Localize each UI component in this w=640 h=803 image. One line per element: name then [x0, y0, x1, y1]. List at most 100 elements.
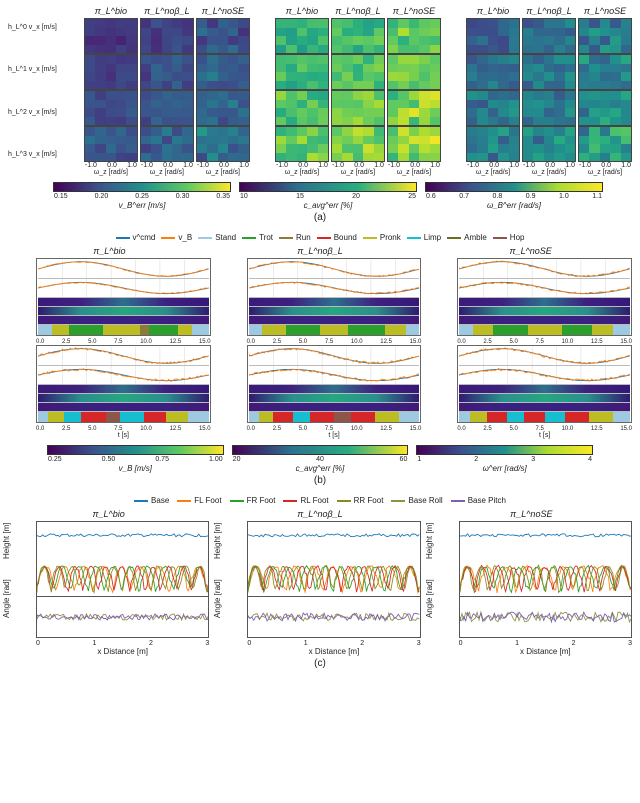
- legend-item: RR Foot: [337, 496, 384, 505]
- heatmap-cell: [466, 90, 520, 126]
- heatmap-row-label: h_L^1 v_x [m/s]: [8, 53, 57, 87]
- colorbar: 204060c_avg^err [%]: [233, 445, 408, 473]
- heatmap-row-label: h_L^3 v_x [m/s]: [8, 138, 57, 172]
- timeseries-row: [38, 325, 209, 335]
- trajectory-plot-angle: 0.20.0-0.2: [247, 597, 420, 638]
- heatmap-col-title: π_L^bio: [95, 6, 127, 18]
- timeseries-row: [459, 412, 630, 422]
- heatmap-cell: [331, 18, 385, 54]
- timeseries-row: [459, 307, 630, 316]
- timeseries-row: ω_z [rad/s]: [249, 279, 420, 298]
- legend-item: Pronk: [363, 233, 401, 242]
- legend-item: FR Foot: [230, 496, 276, 505]
- panel-b: v^cmdv_BStandTrotRunBoundPronkLimpAmbleH…: [8, 233, 632, 486]
- heatmap-x-label: ω_z [rad/s]: [588, 169, 622, 176]
- timeseries-row: [38, 298, 209, 307]
- heatmap-x-label: ω_z [rad/s]: [94, 169, 128, 176]
- legend-item: v_B: [161, 233, 192, 242]
- timeseries-col-title: π_L^noSE: [429, 246, 632, 256]
- timeseries-row: [249, 325, 420, 335]
- colorbar: 0.60.70.80.91.01.1ω_B^err [rad/s]: [426, 182, 602, 210]
- heatmap-cell: [275, 126, 329, 162]
- colorbar: 1234ω^err [rad/s]: [417, 445, 592, 473]
- heatmap-cell: [522, 126, 576, 162]
- trajectory-col-title: π_L^noSE: [431, 509, 632, 519]
- heatmap-group: π_L^bio-1.00.01.0ω_z [rad/s]π_L^noβ_L-1.…: [84, 6, 250, 176]
- timeseries-row: [249, 394, 420, 403]
- legend-item: Bound: [317, 233, 357, 242]
- heatmap-cell: [196, 54, 250, 90]
- heatmap-col-title: π_L^noSE: [584, 6, 626, 18]
- timeseries-block: v_x [m/s]ω_z [rad/s]: [36, 345, 211, 423]
- heatmap-row-label: h_L^2 v_x [m/s]: [8, 95, 57, 129]
- timeseries-block: v_x [m/s]ω_z [rad/s]: [247, 345, 422, 423]
- heatmap-cell: [578, 90, 632, 126]
- timeseries-x-label: t [s]: [247, 432, 422, 439]
- panel-c-caption: (c): [8, 658, 632, 669]
- timeseries-row: ω_z [rad/s]: [459, 279, 630, 298]
- timeseries-x-label: t [s]: [457, 432, 632, 439]
- timeseries-block: v_x [m/s]ω_z [rad/s]: [457, 345, 632, 423]
- heatmap-column: π_L^noSE-1.00.01.0ω_z [rad/s]: [196, 6, 250, 176]
- legend-item: Run: [279, 233, 311, 242]
- timeseries-row: [249, 316, 420, 325]
- heatmap-column: π_L^noβ_L-1.00.01.0ω_z [rad/s]: [522, 6, 576, 176]
- timeseries-row: v_x [m/s]: [249, 347, 420, 366]
- panel-a: h_L^0 v_x [m/s]h_L^1 v_x [m/s]h_L^2 v_x …: [8, 6, 632, 223]
- heatmap-cell: [140, 18, 194, 54]
- timeseries-row: v_x [m/s]: [38, 260, 209, 279]
- heatmap-group: π_L^bio-1.00.01.0ω_z [rad/s]π_L^noβ_L-1.…: [275, 6, 441, 176]
- timeseries-row: v_x [m/s]: [38, 347, 209, 366]
- timeseries-row: [459, 394, 630, 403]
- heatmap-cell: [275, 54, 329, 90]
- timeseries-row: [459, 325, 630, 335]
- timeseries-row: [459, 298, 630, 307]
- legend-item: Amble: [447, 233, 487, 242]
- panel-a-caption: (a): [8, 212, 632, 223]
- timeseries-row: v_x [m/s]: [459, 347, 630, 366]
- heatmap-cell: [331, 54, 385, 90]
- legend-item: Stand: [198, 233, 236, 242]
- panel-c-legend: BaseFL FootFR FootRL FootRR FootBase Rol…: [8, 496, 632, 505]
- legend-item: FL Foot: [177, 496, 221, 505]
- heatmap-col-title: π_L^bio: [477, 6, 509, 18]
- heatmap-column: π_L^noβ_L-1.00.01.0ω_z [rad/s]: [331, 6, 385, 176]
- trajectory-y-label: Angle [rad]: [2, 579, 11, 618]
- timeseries-row: [38, 316, 209, 325]
- timeseries-row: [249, 385, 420, 394]
- timeseries-row: [249, 412, 420, 422]
- heatmap-column: π_L^noSE-1.00.01.0ω_z [rad/s]: [578, 6, 632, 176]
- heatmap-column: π_L^noβ_L-1.00.01.0ω_z [rad/s]: [140, 6, 194, 176]
- heatmap-cell: [387, 90, 441, 126]
- heatmap-cell: [522, 18, 576, 54]
- legend-item: Hop: [493, 233, 525, 242]
- trajectory-y-label: Height [m]: [213, 523, 222, 559]
- legend-item: Limp: [407, 233, 441, 242]
- trajectory-plot-angle: 0.20.0-0.2: [36, 597, 209, 638]
- heatmap-cell: [578, 126, 632, 162]
- heatmap-cell: [196, 126, 250, 162]
- heatmap-cell: [578, 54, 632, 90]
- heatmap-x-label: ω_z [rad/s]: [397, 169, 431, 176]
- timeseries-x-label: t [s]: [36, 432, 211, 439]
- timeseries-row: [38, 403, 209, 412]
- legend-item: Base: [134, 496, 169, 505]
- timeseries-row: [38, 385, 209, 394]
- timeseries-column: π_L^noβ_Lv_x [m/s]ω_z [rad/s]0.02.55.07.…: [219, 246, 422, 439]
- colorbar: 0.150.200.250.300.35v_B^err [m/s]: [54, 182, 230, 210]
- timeseries-block: v_x [m/s]ω_z [rad/s]: [457, 258, 632, 336]
- timeseries-row: [38, 394, 209, 403]
- heatmap-cell: [275, 90, 329, 126]
- trajectory-col-title: π_L^noβ_L: [219, 509, 420, 519]
- timeseries-row: ω_z [rad/s]: [38, 366, 209, 385]
- timeseries-block: v_x [m/s]ω_z [rad/s]: [247, 258, 422, 336]
- trajectory-x-label: x Distance [m]: [459, 647, 632, 656]
- heatmap-cell: [275, 18, 329, 54]
- trajectory-column: π_L^noβ_LHeight [m]0.20.0Angle [rad]0.20…: [219, 509, 420, 656]
- heatmap-cell: [84, 54, 138, 90]
- heatmap-cell: [84, 90, 138, 126]
- timeseries-row: v_x [m/s]: [459, 260, 630, 279]
- trajectory-x-label: x Distance [m]: [247, 647, 420, 656]
- timeseries-column: π_L^noSEv_x [m/s]ω_z [rad/s]0.02.55.07.5…: [429, 246, 632, 439]
- trajectory-y-label: Height [m]: [425, 523, 434, 559]
